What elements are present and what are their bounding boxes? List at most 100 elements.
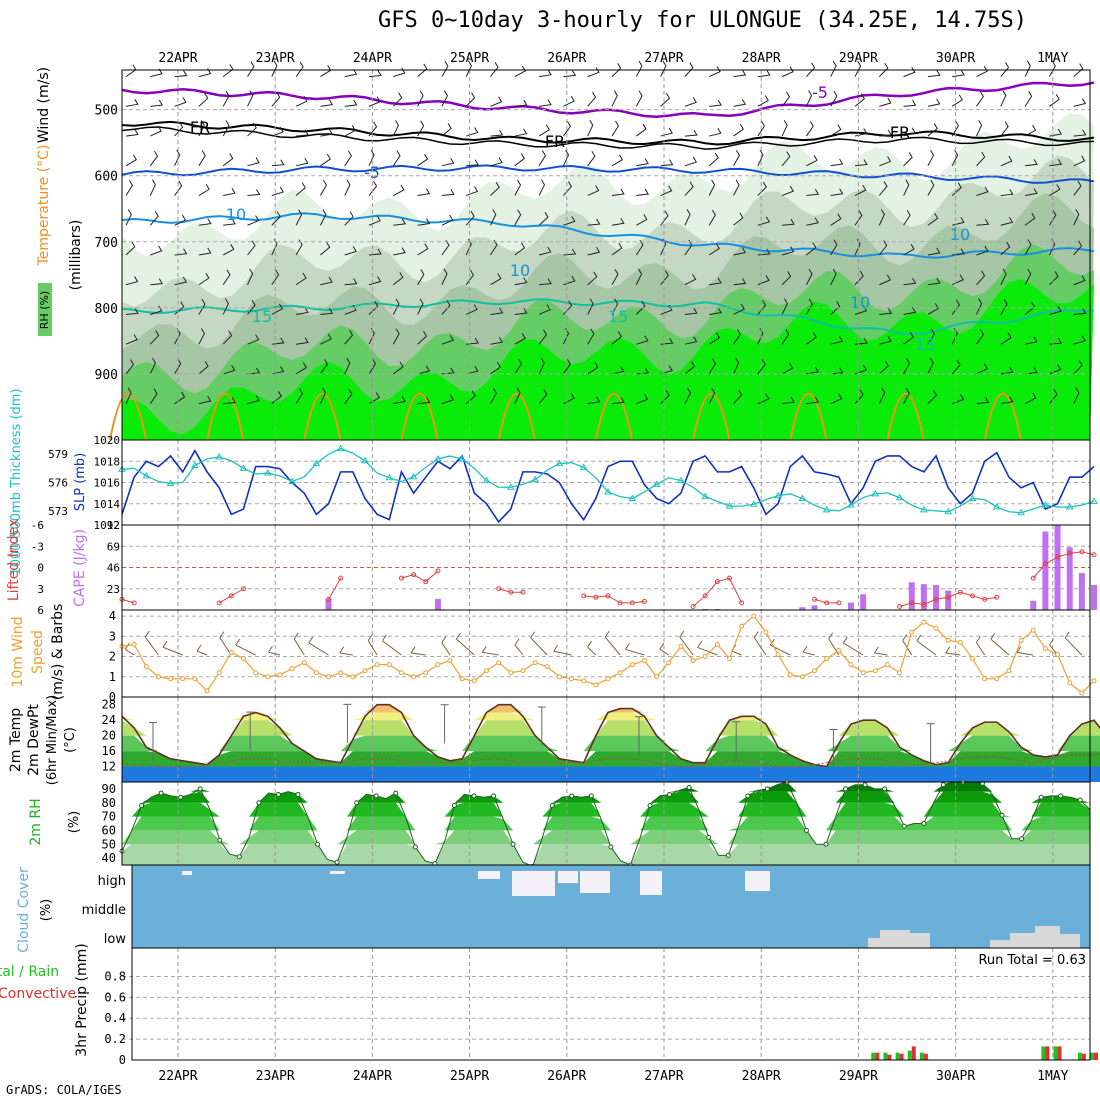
wind-barb: [490, 209, 497, 226]
surface-wind-barb: [975, 636, 986, 656]
lifted-index-point: [739, 600, 745, 606]
rh-point: [315, 841, 321, 847]
wind-barb: [879, 335, 892, 345]
precip-tick-label: 0.8: [104, 969, 126, 983]
lifted-index-point: [131, 600, 137, 606]
pressure-tick-label: 700: [95, 236, 118, 251]
wind-barb: [441, 214, 454, 226]
wind-barb: [611, 397, 625, 405]
wind-barb: [441, 90, 448, 107]
wind-speed-axis-label: Speed: [30, 630, 46, 674]
wind-barb: [223, 365, 236, 375]
wind-barb: [903, 179, 910, 196]
rh-point: [647, 803, 653, 809]
wind-barb: [854, 305, 868, 315]
wind-barb: [174, 214, 187, 226]
temperature-contour-surface: [789, 392, 828, 441]
wind-barb: [271, 60, 278, 77]
lifted-index-point: [714, 579, 720, 585]
lifted-index-point: [411, 572, 417, 578]
rh-point: [803, 827, 809, 833]
lifted-index-point: [326, 596, 332, 602]
wind-barb: [296, 129, 309, 137]
surface-wind-barb: [916, 634, 937, 656]
wind-barb: [1073, 180, 1082, 196]
wind-barb: [830, 90, 838, 107]
clear-sky-patch: [745, 871, 770, 891]
wind-barb: [320, 307, 334, 315]
wind-barb: [684, 274, 697, 286]
wind-barb: [660, 159, 674, 167]
wind-speed-point: [970, 656, 975, 662]
wind-barb: [125, 359, 135, 375]
wind-barb: [757, 248, 771, 256]
wind-barb: [222, 330, 233, 345]
thickness-point: [531, 475, 539, 483]
lifted-index-point: [423, 579, 429, 585]
wind-barb: [125, 387, 132, 404]
wind-barb: [927, 390, 938, 405]
wind-speed-tick-label: 0: [109, 690, 116, 704]
wind-barb: [830, 239, 838, 256]
wind-barb: [417, 243, 429, 256]
wind-barb: [198, 298, 206, 315]
wind-barb: [927, 328, 935, 345]
wind-barb: [319, 179, 328, 196]
wind-barb: [830, 60, 837, 77]
precip-axis-label: 3hr Precip (mm): [74, 943, 90, 1056]
contour-label: 10: [950, 225, 970, 244]
date-label-top: 30APR: [936, 51, 975, 66]
wind-barb: [514, 179, 522, 196]
wind-barb: [878, 387, 886, 404]
wind-barb: [271, 366, 285, 375]
wind-barb: [174, 180, 183, 196]
wind-barb: [636, 123, 647, 137]
wind-barb: [733, 150, 741, 167]
wind-barb: [149, 357, 157, 375]
wind-barb: [611, 63, 622, 77]
cape-tick-label: 69: [107, 540, 120, 553]
wind-barb: [466, 186, 479, 197]
precip-convective-bar: [1057, 1046, 1062, 1060]
wind-barb: [976, 298, 983, 315]
wind-barb: [125, 241, 136, 256]
date-label-top: 22APR: [158, 51, 197, 66]
precip-total-bar: [1041, 1046, 1046, 1060]
wind-barb: [320, 99, 334, 107]
wind-barb: [878, 62, 889, 77]
rh-tick-label: 80: [102, 796, 116, 810]
wind-barb: [587, 92, 597, 107]
thickness-point: [166, 479, 175, 486]
precip-total-bar: [1090, 1052, 1094, 1060]
wind-barb: [271, 92, 281, 107]
wind-barb: [271, 269, 280, 286]
wind-barb: [684, 181, 694, 196]
lifted-index-line: [328, 577, 342, 600]
lifted-index-point: [216, 600, 222, 606]
temperature-tick-label: 20: [102, 729, 116, 743]
wind-barb: [976, 245, 989, 256]
wind-barb: [733, 247, 747, 256]
rh-point: [491, 793, 497, 799]
wind-barb: [611, 331, 622, 345]
wind-barb: [295, 95, 308, 107]
rh-point: [471, 793, 477, 799]
wind-barb: [514, 333, 526, 345]
temperature-tick-label: 16: [102, 744, 116, 758]
wind-barb: [611, 298, 619, 315]
wind-barb: [149, 150, 159, 167]
surface-wind-barb: [679, 630, 694, 656]
cloud-layer-label: low: [104, 932, 127, 947]
clear-sky-patch: [558, 871, 578, 883]
wind-speed-tick-label: 1: [109, 670, 116, 684]
lifted-index-line: [498, 588, 523, 593]
rh-percent-label: (%): [67, 811, 82, 834]
wind-barb: [854, 60, 862, 77]
cape-bar: [434, 598, 441, 610]
precip-total-bar: [895, 1052, 900, 1060]
wind-barb: [927, 123, 938, 137]
wind-barb: [1049, 128, 1063, 137]
wind-speed-point: [143, 664, 149, 670]
wind-barb: [1024, 268, 1032, 285]
wind-barb: [198, 360, 209, 375]
